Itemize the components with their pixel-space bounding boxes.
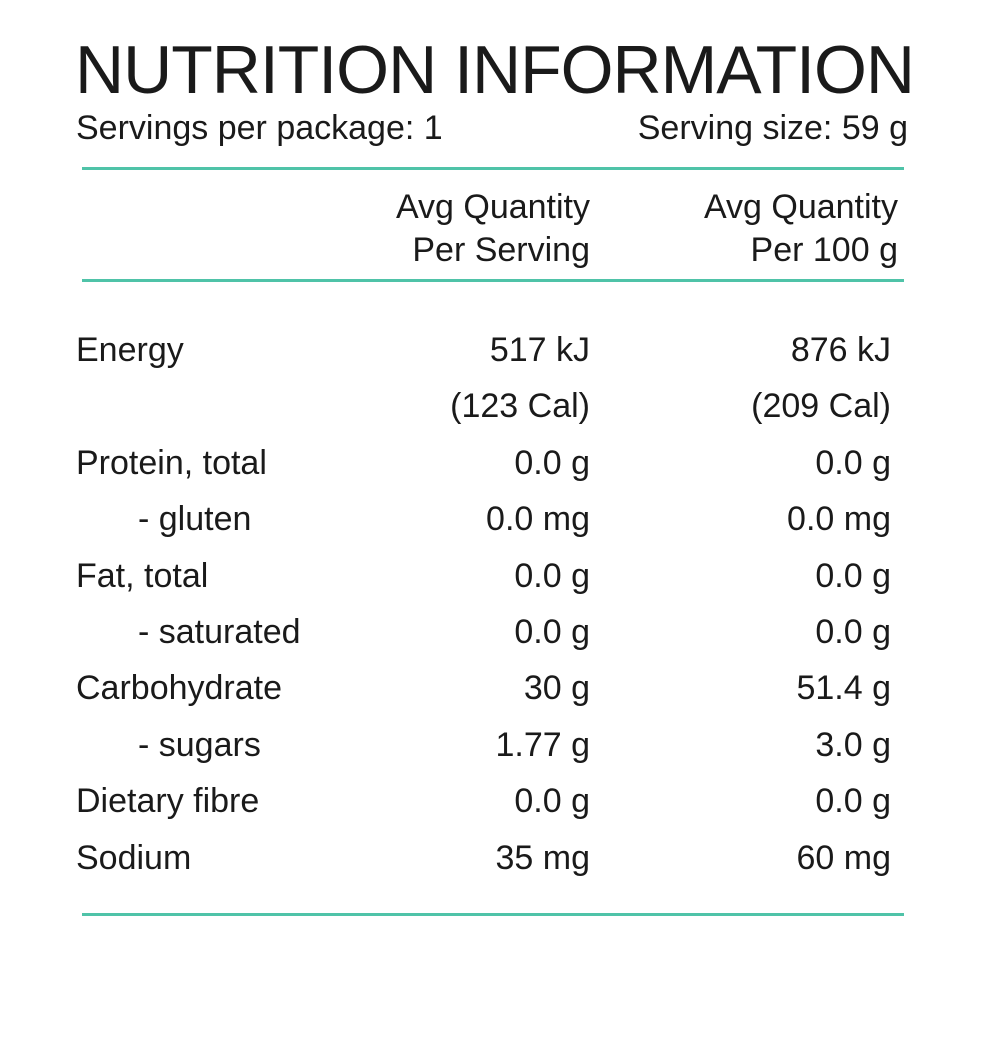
top-divider [82,167,904,170]
column-header-line: Per Serving [412,231,590,269]
column-header-per-100g: Avg Quantity Per 100 g [704,186,898,272]
table-row: - saturated 0.0 g 0.0 g [0,604,1000,660]
nutrient-label: - sugars [138,725,261,764]
nutrient-label: Protein, total [76,443,267,482]
nutrient-label: Sodium [76,838,192,877]
table-row: (123 Cal) (209 Cal) [0,378,1000,434]
nutrient-label: Carbohydrate [76,669,283,708]
column-header-line: Avg Quantity [703,188,898,226]
per-serving-value: 0.0 g [514,556,590,595]
table-row: Sodium 35 mg 60 mg [0,830,1000,886]
table-row: Energy 517 kJ 876 kJ [0,322,1000,378]
per-100g-value: 60 mg [796,838,892,877]
nutrient-label: Energy [76,331,184,369]
per-100g-value: 0.0 g [815,612,891,651]
per-serving-value: 35 mg [495,838,591,877]
table-row: Dietary fibre 0.0 g 0.0 g [0,773,1000,829]
column-header-line: Per 100 g [750,231,898,269]
nutrient-label: - saturated [138,612,301,651]
per-100g-value: 0.0 g [815,782,891,821]
per-100g-value: 0.0 mg [787,500,891,539]
per-serving-value: 0.0 g [514,443,590,482]
nutrient-label: Fat, total [76,556,209,595]
per-serving-value: 1.77 g [495,725,590,764]
table-row: - gluten 0.0 mg 0.0 mg [0,491,1000,547]
nutrient-label: - gluten [138,500,252,539]
header-divider [82,279,904,282]
per-100g-value: 51.4 g [796,669,891,708]
table-row: Fat, total 0.0 g 0.0 g [0,548,1000,604]
column-header-per-serving: Avg Quantity Per Serving [396,186,590,272]
per-100g-value: (209 Cal) [751,387,891,426]
per-serving-value: 0.0 mg [486,500,590,539]
table-row: Protein, total 0.0 g 0.0 g [0,435,1000,491]
per-100g-value: 0.0 g [815,443,891,482]
page-title: NUTRITION INFORMATION [75,32,915,108]
serving-size: Serving size: 59 g [637,109,908,147]
table-row: - sugars 1.77 g 3.0 g [0,717,1000,773]
column-header-line: Avg Quantity [395,188,590,226]
servings-per-package: Servings per package: 1 [76,109,443,147]
per-100g-value: 3.0 g [815,725,891,764]
per-100g-value: 0.0 g [815,556,891,595]
per-serving-value: 0.0 g [514,782,590,821]
per-100g-value: 876 kJ [790,331,891,369]
per-serving-value: 30 g [523,669,590,708]
per-serving-value: 0.0 g [514,612,590,651]
per-serving-value: 517 kJ [489,331,590,369]
per-serving-value: (123 Cal) [450,387,590,426]
nutrient-table: Energy 517 kJ 876 kJ (123 Cal) (209 Cal)… [0,322,1000,886]
table-row: Carbohydrate 30 g 51.4 g [0,660,1000,716]
nutrient-label: Dietary fibre [76,782,260,821]
bottom-divider [82,913,904,916]
